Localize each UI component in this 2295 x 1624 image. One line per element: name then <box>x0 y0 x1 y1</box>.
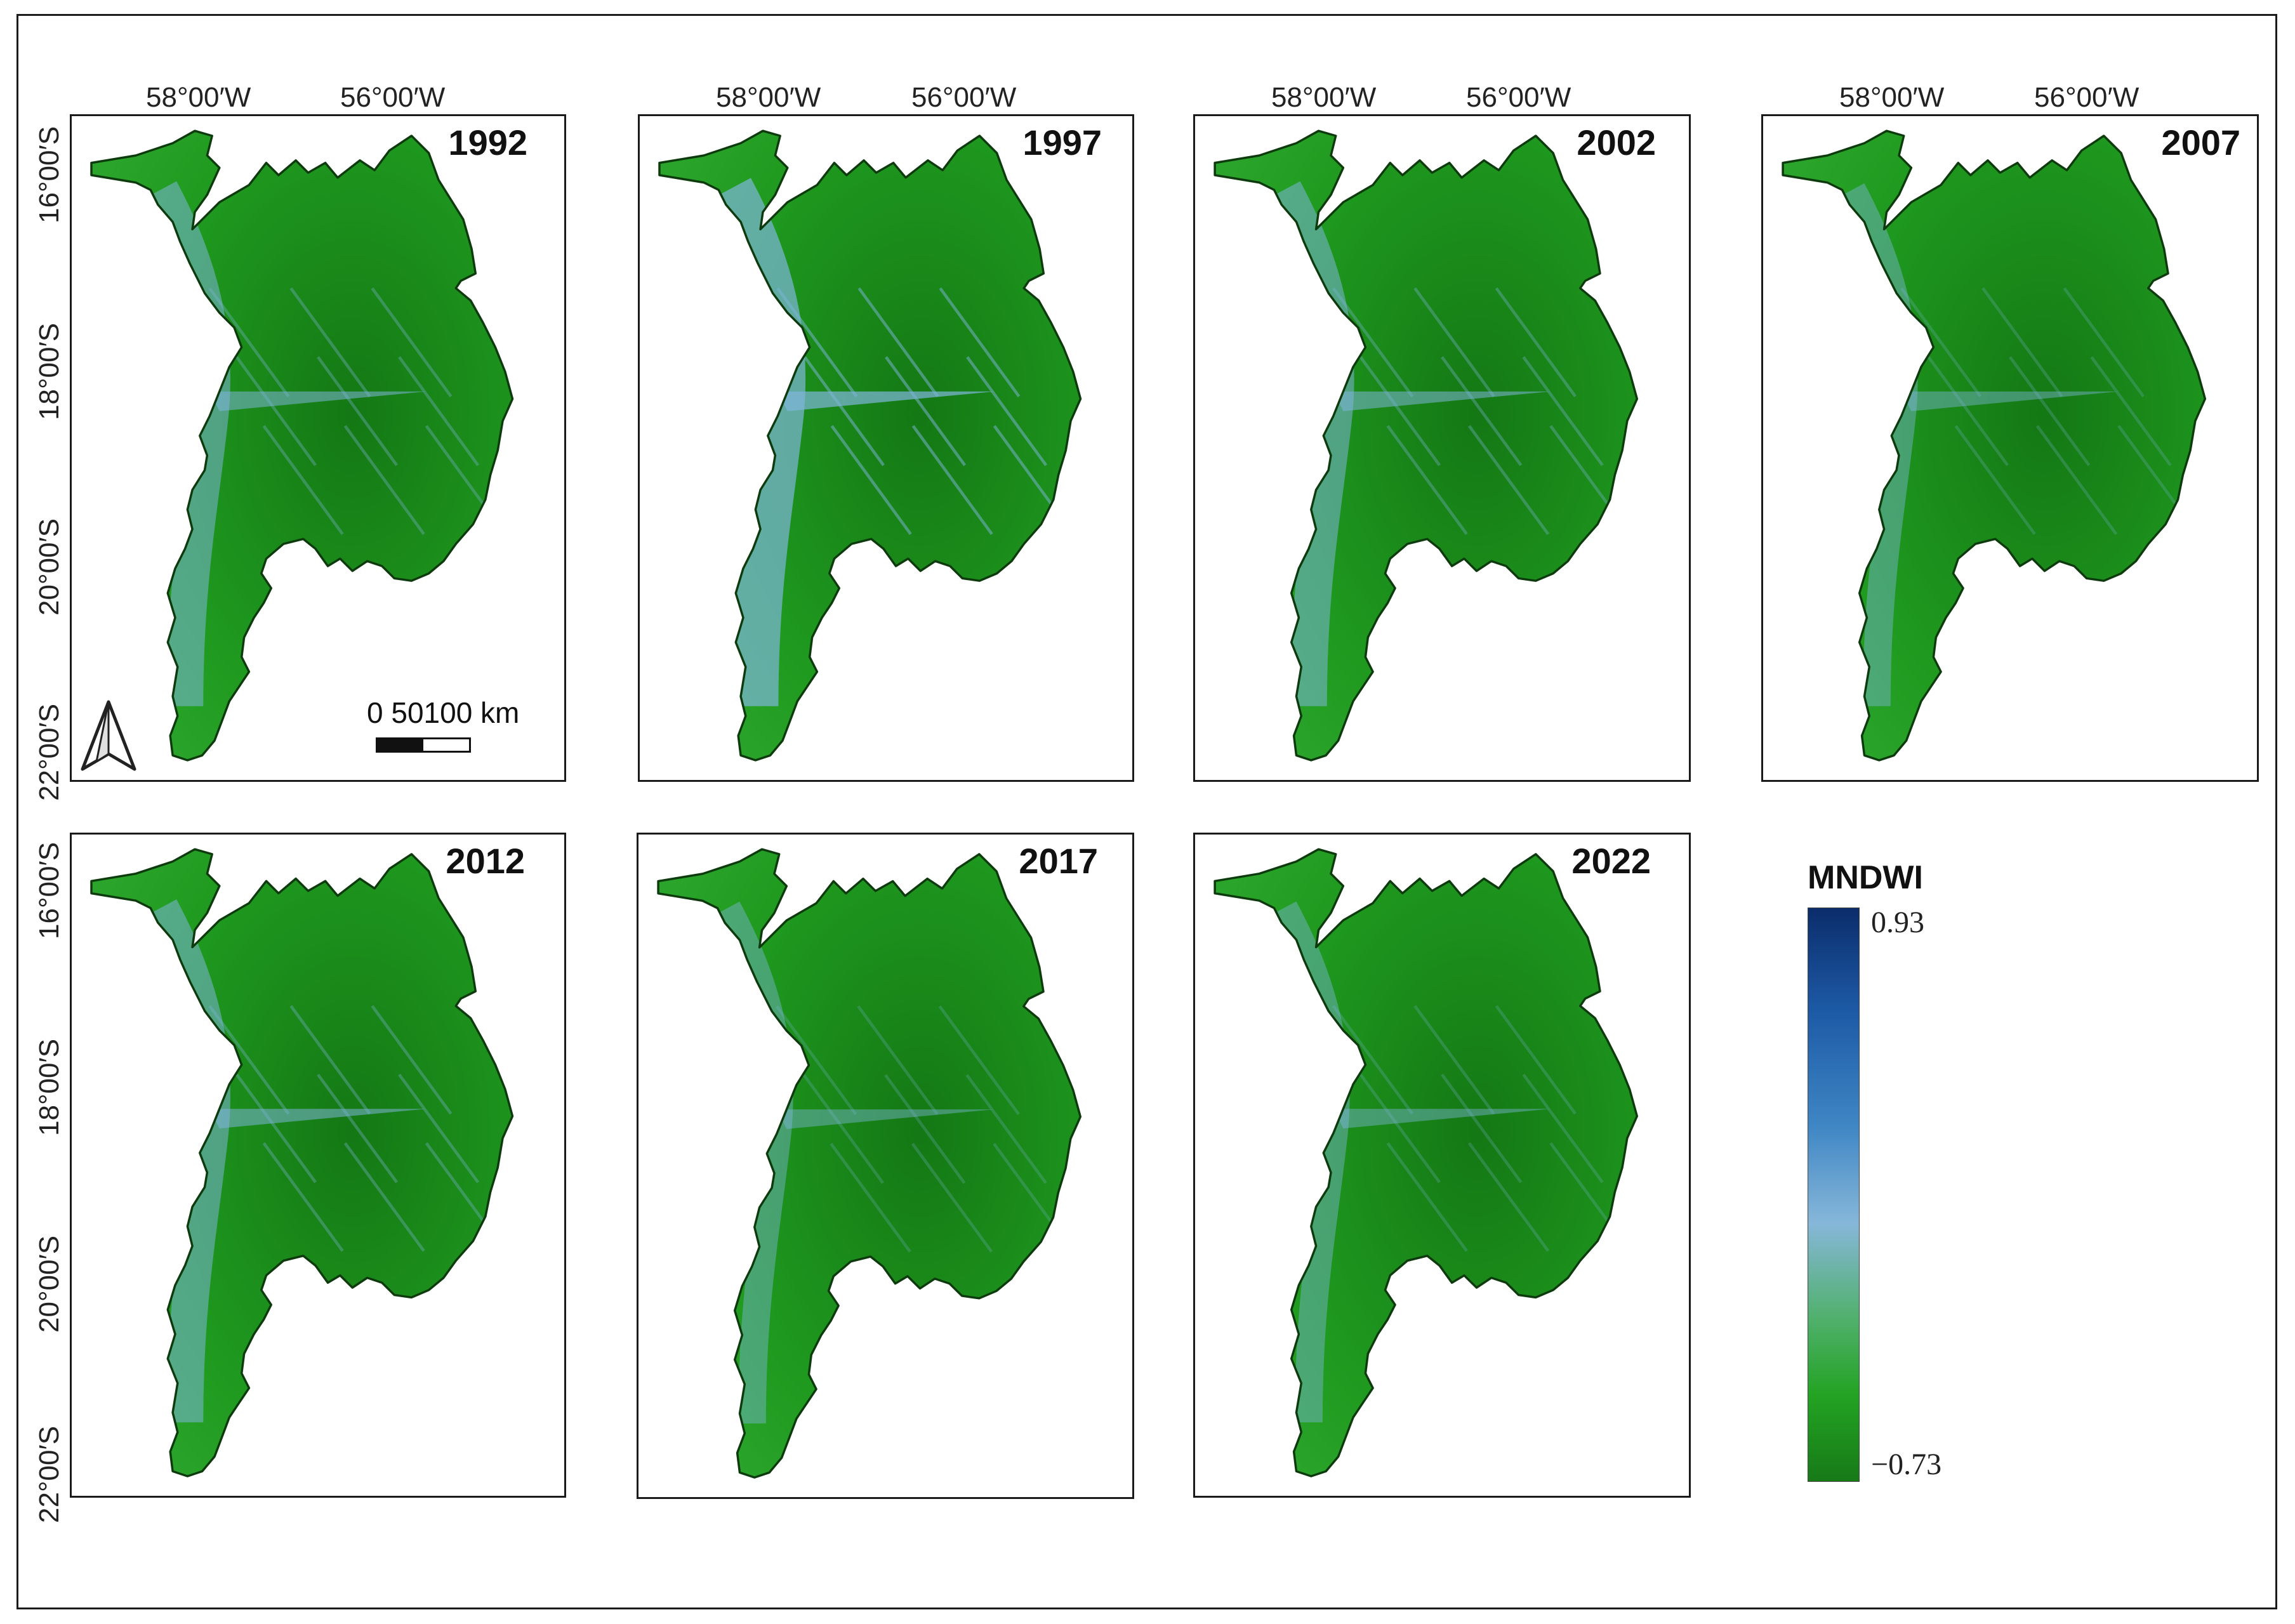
region-outline <box>1782 129 2207 762</box>
map-raster <box>1214 129 1639 762</box>
region-outline <box>90 848 514 1477</box>
scale-bar-label: 0 50100 km <box>367 696 520 729</box>
panel-year: 1992 <box>448 122 527 162</box>
lon-label-56w: 56°00′W <box>340 82 446 113</box>
map-panel-2007: 2007 <box>1761 114 2259 782</box>
lat-label-16s: 16°00′S <box>34 842 65 939</box>
map-raster <box>658 129 1082 762</box>
region-outline <box>658 129 1082 762</box>
water-features <box>144 181 506 706</box>
region-land <box>1783 131 2206 760</box>
lat-label-18s: 18°00′S <box>34 322 65 420</box>
lon-label-58w: 58°00′W <box>716 82 821 113</box>
map-panel-1997: 1997 <box>638 114 1134 782</box>
map-raster <box>1782 129 2207 762</box>
map-raster <box>90 129 514 762</box>
map-panel-1992: 1992 <box>70 114 566 782</box>
panel-year: 2017 <box>1019 841 1098 881</box>
lat-label-16s: 16°00′S <box>34 126 65 223</box>
lon-label-58w: 58°00′W <box>146 82 251 113</box>
map-panel-2022: 2022 <box>1193 833 1691 1498</box>
region-outline <box>90 129 514 762</box>
lat-label-18s: 18°00′S <box>34 1038 65 1136</box>
lon-label-56w: 56°00′W <box>1466 82 1571 113</box>
map-raster <box>1214 848 1639 1477</box>
panel-year: 1997 <box>1022 122 1102 162</box>
region-land <box>1215 849 1637 1477</box>
legend-max-value: 0.93 <box>1871 906 1924 939</box>
lon-label-58w: 58°00′W <box>1839 82 1945 113</box>
water-features <box>715 901 1075 1424</box>
map-panel-2002: 2002 <box>1193 114 1691 782</box>
panel-year: 2002 <box>1577 122 1656 162</box>
panel-year: 2022 <box>1571 841 1651 881</box>
panel-year: 2007 <box>2161 122 2240 162</box>
lat-label-20s: 20°00′S <box>34 518 65 616</box>
scale-bar <box>376 737 471 753</box>
map-panel-2012: 2012 <box>70 833 566 1498</box>
region-outline <box>657 848 1082 1479</box>
figure-frame <box>17 14 2277 1609</box>
lat-label-20s: 20°00′S <box>34 1235 65 1333</box>
region-land <box>658 849 1081 1478</box>
panel-year: 2012 <box>446 841 525 881</box>
lon-label-56w: 56°00′W <box>911 82 1017 113</box>
lat-label-22s: 22°00′S <box>34 1425 65 1523</box>
north-arrow-icon <box>81 700 136 771</box>
map-raster <box>657 848 1082 1479</box>
map-panel-2017: 2017 <box>637 833 1134 1499</box>
legend-title: MNDWI <box>1808 859 1923 896</box>
legend-color-ramp <box>1808 908 1860 1482</box>
lat-label-22s: 22°00′S <box>34 703 65 801</box>
map-raster <box>90 848 514 1477</box>
region-outline <box>1214 848 1639 1477</box>
legend-min-value: −0.73 <box>1871 1448 1942 1481</box>
lon-label-58w: 58°00′W <box>1271 82 1377 113</box>
region-outline <box>1214 129 1639 762</box>
lon-label-56w: 56°00′W <box>2034 82 2140 113</box>
